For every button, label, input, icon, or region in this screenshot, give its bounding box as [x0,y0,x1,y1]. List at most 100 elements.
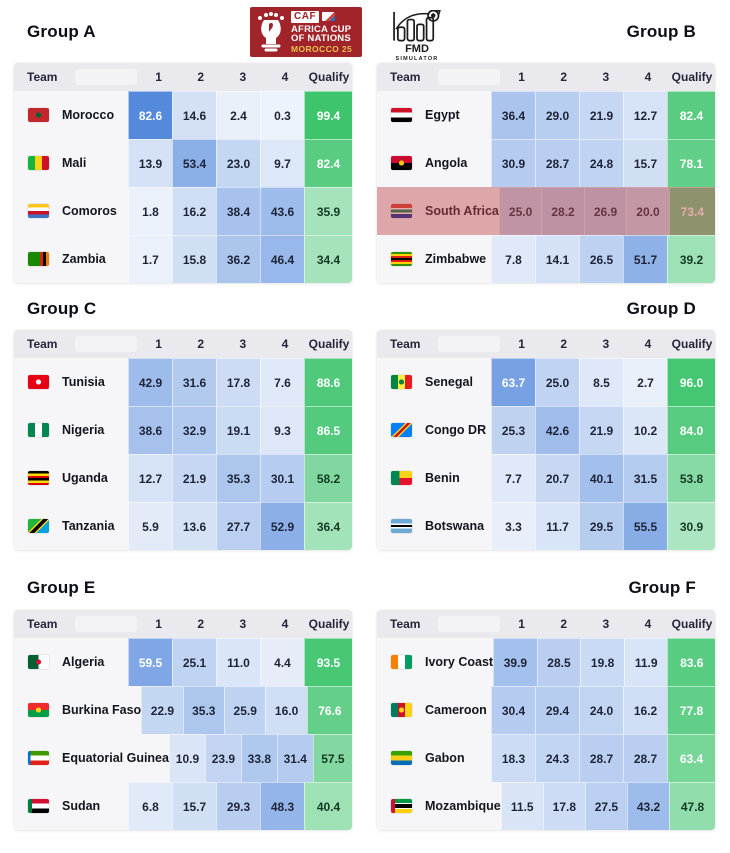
team-row-congo-dr[interactable]: Congo DR 25.3 42.6 21.9 10.2 84.0 [377,406,715,454]
qualify-cell: 82.4 [304,139,352,187]
flag-botswana-icon [391,519,412,533]
column-header-qualify: Qualify [308,337,350,351]
team-cell: Zambia [14,235,128,283]
team-row-tanzania[interactable]: Tanzania 5.9 13.6 27.7 52.9 36.4 [14,502,352,550]
column-header-1: 1 [518,617,525,631]
team-row-mali[interactable]: Mali 13.9 53.4 23.0 9.7 82.4 [14,139,352,187]
column-header-1: 1 [518,337,525,351]
prob-cell-pos4: 55.5 [623,502,667,550]
team-name: South Africa [425,204,499,218]
table-header-row: Team 1 2 3 4 Qualify [14,63,352,91]
qualify-cell: 78.1 [667,139,715,187]
team-row-equatorial-guinea[interactable]: Equatorial Guinea 10.9 23.9 33.8 31.4 57.5 [14,734,352,782]
team-row-sudan[interactable]: Sudan 6.8 15.7 29.3 48.3 40.4 [14,782,352,830]
team-row-mozambique[interactable]: Mozambique 11.5 17.8 27.5 43.2 47.8 [377,782,715,830]
prob-cell-pos1: 39.9 [493,638,537,686]
flag-algeria-icon [28,655,49,669]
flag-nigeria-icon [28,423,49,437]
team-name: Uganda [62,471,108,485]
team-name: Morocco [62,108,115,122]
group-titles-row: Group A Group B [0,20,730,42]
team-name: Gabon [425,751,465,765]
team-row-comoros[interactable]: Comoros 1.8 16.2 38.4 43.6 35.9 [14,187,352,235]
column-header-3: 3 [602,617,610,631]
prob-cell-pos3: 27.5 [584,782,627,830]
prob-cell-pos1: 30.9 [491,139,535,187]
column-header-4: 4 [281,70,289,84]
team-row-senegal[interactable]: Senegal 63.7 25.0 8.5 2.7 96.0 [377,358,715,406]
prob-cell-pos2: 29.4 [535,686,579,734]
group-table-a: Team 1 2 3 4 Qualify Morocco 82.6 14.6 2.4 0.3 99.4… [14,63,352,283]
prob-cell-pos4: 43.2 [626,782,670,830]
prob-cell-pos4: 9.3 [260,406,304,454]
team-row-morocco[interactable]: Morocco 82.6 14.6 2.4 0.3 99.4 [14,91,352,139]
prob-cell-pos2: 14.6 [172,91,216,139]
prob-cell-pos4: 11.9 [623,638,668,686]
qualify-cell: 58.2 [304,454,352,502]
team-name: Burkina Faso [62,703,142,717]
team-row-egypt[interactable]: Egypt 36.4 29.0 21.9 12.7 82.4 [377,91,715,139]
column-header-2: 2 [197,70,205,84]
group-title-b: Group B [626,22,696,41]
flag-mozambique-icon [391,799,412,813]
team-row-nigeria[interactable]: Nigeria 38.6 32.9 19.1 9.3 86.5 [14,406,352,454]
team-row-cameroon[interactable]: Cameroon 30.4 29.4 24.0 16.2 77.8 [377,686,715,734]
team-header-label: Team [27,337,58,351]
prob-cell-pos3: 21.9 [579,91,623,139]
qualify-cell: 47.8 [669,782,715,830]
team-name: Cameroon [425,703,487,717]
fmd-simulator-logo: FMD SIMULATOR [384,10,450,62]
prob-cell-pos3: 19.8 [580,638,624,686]
team-row-uganda[interactable]: Uganda 12.7 21.9 35.3 30.1 58.2 [14,454,352,502]
prob-cell-pos2: 15.8 [172,235,216,283]
column-header-3: 3 [602,70,610,84]
team-cell: Morocco [14,91,128,139]
prob-cell-pos3: 8.5 [579,358,623,406]
team-cell: Angola [377,139,491,187]
team-row-burkina-faso[interactable]: Burkina Faso 22.9 35.3 25.9 16.0 76.6 [14,686,352,734]
prob-cell-pos3: 24.0 [579,686,623,734]
qualify-cell: 36.4 [304,502,352,550]
team-row-tunisia[interactable]: Tunisia 42.9 31.6 17.8 7.6 88.6 [14,358,352,406]
prob-cell-pos2: 14.1 [535,235,579,283]
group-title-f: Group F [628,578,696,597]
column-header-qualify: Qualify [671,70,713,84]
group-title-c: Group C [27,299,97,318]
team-column-header: Team [377,616,501,632]
team-row-benin[interactable]: Benin 7.7 20.7 40.1 31.5 53.8 [377,454,715,502]
prob-cell-pos2: 25.0 [535,358,579,406]
group-tables-row: Team 1 2 3 4 Qualify Algeria 59.5 25.1 11.0 4.4 93.… [0,610,730,830]
group-table-f: Team 1 2 3 4 Qualify Ivory Coast 39.9 28.5 19.8 11… [377,610,715,830]
column-header-4: 4 [644,617,652,631]
prob-cell-pos3: 38.4 [216,187,260,235]
column-header-2: 2 [560,617,568,631]
team-cell: Equatorial Guinea [14,734,169,782]
prob-cell-pos2: 29.0 [535,91,579,139]
prob-cell-pos3: 21.9 [579,406,623,454]
flag-egypt-icon [391,108,412,122]
team-name: Algeria [62,655,105,669]
team-row-zambia[interactable]: Zambia 1.7 15.8 36.2 46.4 34.4 [14,235,352,283]
team-row-angola[interactable]: Angola 30.9 28.7 24.8 15.7 78.1 [377,139,715,187]
team-row-botswana[interactable]: Botswana 3.3 11.7 29.5 55.5 30.9 [377,502,715,550]
flag-senegal-icon [391,375,412,389]
team-row-ivory-coast[interactable]: Ivory Coast 39.9 28.5 19.8 11.9 83.6 [377,638,715,686]
column-header-3: 3 [602,337,610,351]
column-header-3: 3 [239,70,247,84]
flag-comoros-icon [28,204,49,218]
column-header-3: 3 [239,617,247,631]
prob-cell-pos4: 9.7 [260,139,304,187]
team-row-gabon[interactable]: Gabon 18.3 24.3 28.7 28.7 63.4 [377,734,715,782]
group-title-e: Group E [27,578,96,597]
caf-trophy-icon [258,12,284,52]
team-row-south-africa[interactable]: South Africa 25.0 28.2 26.9 20.0 73.4 [377,187,715,235]
team-row-zimbabwe[interactable]: Zimbabwe 7.8 14.1 26.5 51.7 39.2 [377,235,715,283]
column-header-qualify: Qualify [671,617,713,631]
flag-burkina-faso-icon [28,703,49,717]
flag-sudan-icon [28,799,49,813]
team-row-algeria[interactable]: Algeria 59.5 25.1 11.0 4.4 93.5 [14,638,352,686]
team-cell: Botswana [377,502,491,550]
team-name: Tanzania [62,519,115,533]
prob-cell-pos3: 29.3 [216,782,260,830]
